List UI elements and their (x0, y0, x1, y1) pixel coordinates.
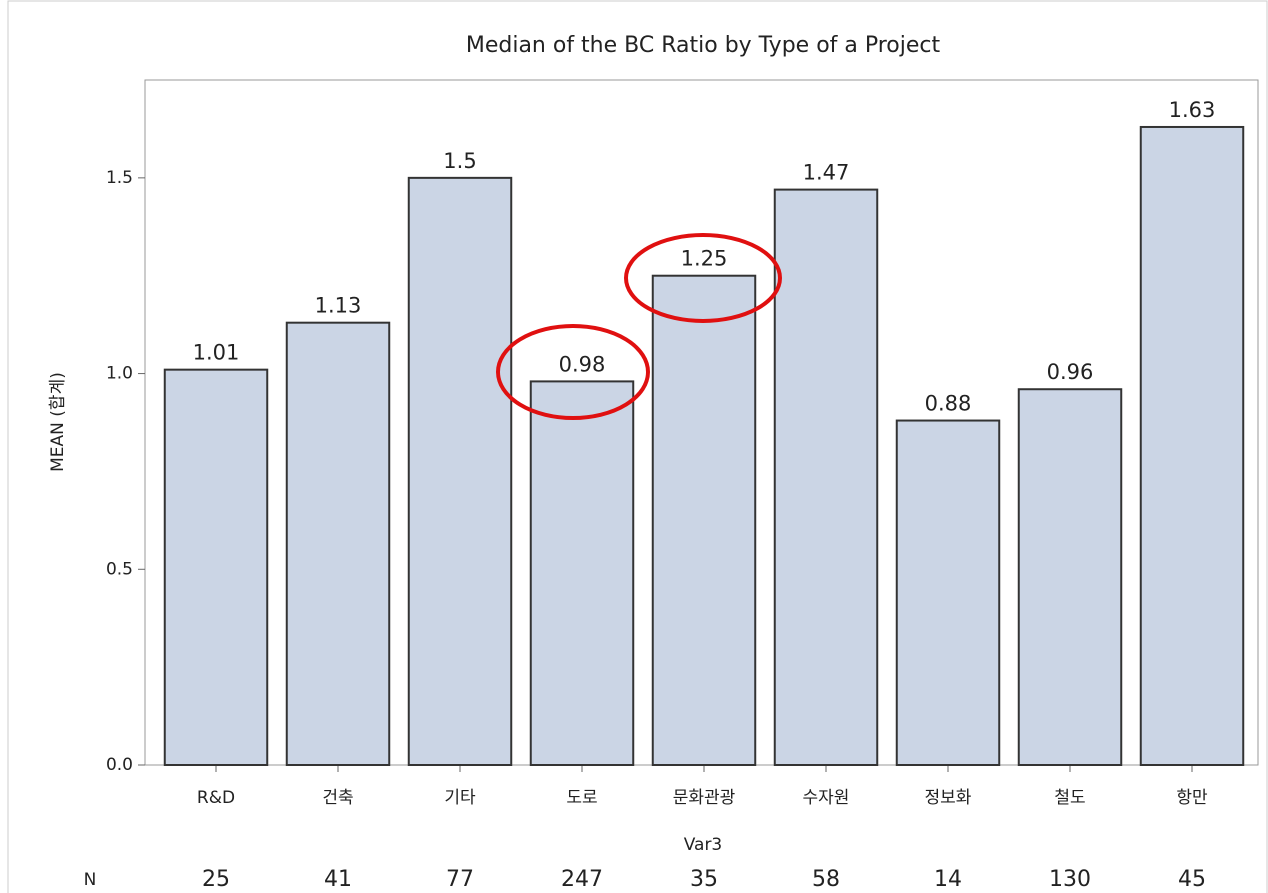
n-value: 41 (324, 867, 352, 892)
marks: 0.0 0.5 1.0 1.5 R&D 25 1.01 건축 41 1.13 기타 77 1.5 도로 24… (106, 98, 1245, 892)
bar (651, 274, 757, 766)
value-label: 0.88 (925, 392, 972, 416)
n-value: 77 (446, 867, 474, 892)
value-label: 1.47 (803, 161, 850, 185)
n-value: 45 (1178, 867, 1206, 892)
x-tick-label: 기타 (444, 788, 476, 808)
n-value: 130 (1049, 867, 1091, 892)
bar (1017, 388, 1123, 766)
highlight-circle (624, 233, 782, 323)
y-tick-label: 0.5 (106, 559, 133, 579)
value-label: 1.01 (193, 341, 240, 365)
bar (407, 176, 513, 767)
bar (773, 188, 879, 767)
n-value: 14 (934, 867, 962, 892)
bar (163, 368, 269, 766)
n-value: 35 (690, 867, 718, 892)
bar (1139, 125, 1245, 766)
x-tick-label: 철도 (1054, 788, 1085, 808)
value-label: 0.96 (1047, 360, 1094, 384)
value-label: 0.98 (559, 352, 606, 376)
outer-frame (7, 0, 1268, 893)
x-axis-label: Var3 (684, 835, 723, 855)
value-label: 1.13 (315, 294, 362, 318)
x-tick-label: 문화관광 (673, 788, 736, 808)
x-tick-label: R&D (197, 788, 235, 808)
x-tick-label: 건축 (322, 788, 353, 808)
value-label: 1.63 (1169, 98, 1216, 122)
highlight-circle (496, 324, 650, 420)
y-tick-label: 0.0 (106, 755, 133, 775)
n-label: N (84, 870, 97, 890)
x-tick-label: 항만 (1176, 788, 1208, 808)
n-value: 25 (202, 867, 230, 892)
y-tick-label: 1.5 (106, 168, 133, 188)
bar (529, 380, 635, 766)
n-value: 58 (812, 867, 840, 892)
y-axis-label: MEAN (합계) (48, 372, 68, 472)
y-tick-label: 1.0 (106, 364, 133, 384)
x-tick-label: 수자원 (803, 788, 850, 808)
value-label: 1.25 (681, 247, 728, 271)
bar (895, 419, 1001, 766)
x-tick-label: 정보화 (925, 788, 972, 808)
chart-title: Median of the BC Ratio by Type of a Proj… (466, 33, 941, 58)
value-label: 1.5 (443, 149, 476, 173)
bar (285, 321, 391, 766)
n-value: 247 (561, 867, 603, 892)
x-tick-label: 도로 (566, 788, 597, 808)
